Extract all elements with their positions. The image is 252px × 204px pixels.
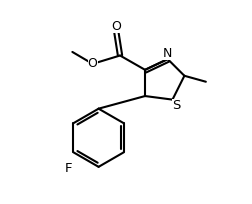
Text: S: S (172, 99, 180, 112)
Text: O: O (112, 20, 121, 33)
Text: N: N (163, 47, 172, 60)
Text: O: O (88, 57, 98, 70)
Text: F: F (65, 162, 73, 175)
